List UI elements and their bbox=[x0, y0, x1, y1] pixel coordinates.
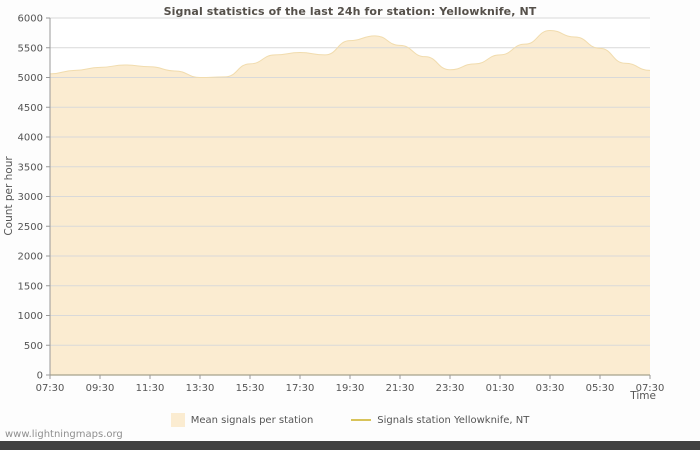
svg-text:13:30: 13:30 bbox=[186, 383, 215, 394]
svg-text:1500: 1500 bbox=[18, 281, 43, 292]
lightningmaps-link[interactable]: www.lightningmaps.org bbox=[5, 429, 123, 440]
svg-text:4500: 4500 bbox=[18, 103, 43, 114]
svg-text:3000: 3000 bbox=[18, 192, 43, 203]
svg-text:17:30: 17:30 bbox=[286, 383, 315, 394]
x-axis-label: Time bbox=[630, 390, 656, 402]
legend-line-swatch bbox=[351, 419, 372, 421]
svg-text:19:30: 19:30 bbox=[336, 383, 365, 394]
svg-text:09:30: 09:30 bbox=[86, 383, 115, 394]
svg-text:2000: 2000 bbox=[18, 252, 43, 263]
svg-text:07:30: 07:30 bbox=[636, 383, 665, 394]
y-axis-ticks: 0 500 1000 1500 2000 2500 3000 3500 4000 4500 5000… bbox=[18, 14, 50, 382]
svg-text:23:30: 23:30 bbox=[436, 383, 465, 394]
mean-signals-area bbox=[50, 30, 650, 376]
svg-text:6000: 6000 bbox=[18, 14, 43, 25]
svg-text:3500: 3500 bbox=[18, 162, 43, 173]
svg-text:500: 500 bbox=[24, 341, 43, 352]
svg-text:4000: 4000 bbox=[18, 133, 43, 144]
signal-statistics-chart: 0 500 1000 1500 2000 2500 3000 3500 4000 4500 5000… bbox=[18, 14, 665, 395]
svg-text:01:30: 01:30 bbox=[486, 383, 515, 394]
svg-text:5500: 5500 bbox=[18, 43, 43, 54]
svg-text:11:30: 11:30 bbox=[136, 383, 165, 394]
svg-text:05:30: 05:30 bbox=[586, 383, 615, 394]
chart-title: Signal statistics of the last 24h for st… bbox=[163, 5, 537, 18]
svg-text:07:30: 07:30 bbox=[36, 383, 65, 394]
mean-signals-edge bbox=[49, 29, 651, 79]
svg-text:21:30: 21:30 bbox=[386, 383, 415, 394]
gridlines bbox=[50, 17, 650, 346]
legend-label-station-signals: Signals station Yellowknife, NT bbox=[377, 414, 530, 426]
svg-text:0: 0 bbox=[37, 371, 43, 382]
svg-text:15:30: 15:30 bbox=[236, 383, 265, 394]
svg-text:2500: 2500 bbox=[18, 222, 43, 233]
svg-text:03:30: 03:30 bbox=[536, 383, 565, 394]
x-axis-ticks: 07:30 09:30 11:30 13:30 15:30 17:30 19:30 21:30… bbox=[36, 375, 665, 394]
chart-legend: Mean signals per station Signals station… bbox=[0, 413, 700, 427]
svg-text:5000: 5000 bbox=[18, 73, 43, 84]
legend-label-mean-signals: Mean signals per station bbox=[190, 414, 314, 426]
legend-area-swatch bbox=[170, 413, 185, 427]
svg-text:1000: 1000 bbox=[18, 311, 43, 322]
bottom-bar bbox=[0, 441, 700, 450]
